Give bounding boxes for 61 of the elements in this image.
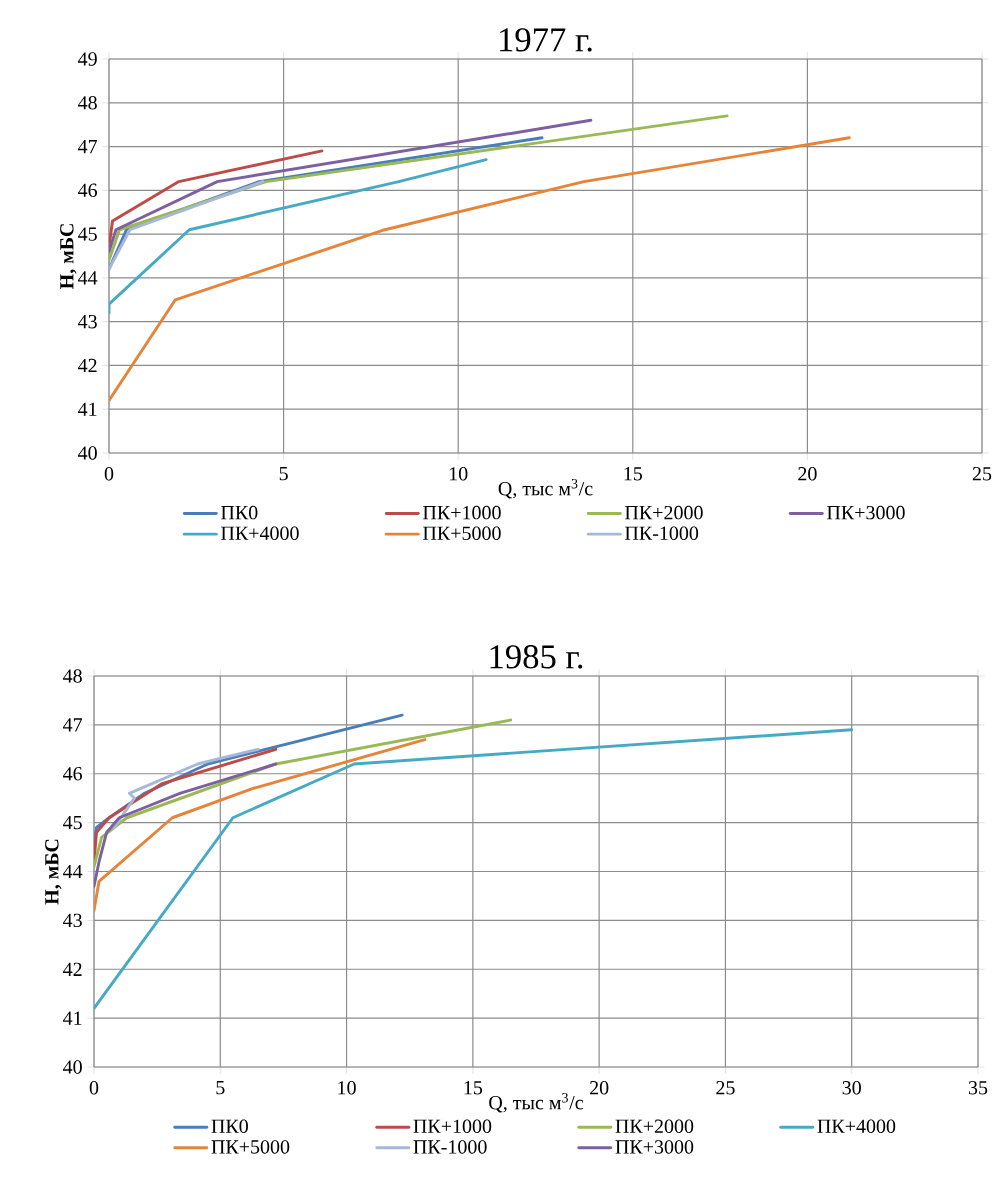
chart-title: 1977 г.: [500, 28, 592, 52]
y-tick-label: 46: [63, 767, 83, 781]
y-tick-label: 46: [78, 183, 98, 198]
line-series: [94, 718, 513, 869]
x-tick-label: 5: [216, 1081, 225, 1095]
legend-label: ПК+3000: [827, 505, 905, 520]
legend-label: ПК+3000: [615, 1140, 694, 1154]
legend-label: ПК+5000: [211, 1140, 290, 1154]
x-tick-label: 20: [798, 467, 817, 481]
y-tick-label: 40: [78, 446, 97, 460]
y-tick-label: 48: [63, 669, 82, 683]
y-tick-label: 41: [78, 402, 97, 416]
y-axis-title: H, мБС: [60, 224, 77, 290]
y-tick-label: 48: [78, 96, 97, 110]
x-tick-label: 15: [464, 1081, 483, 1095]
x-axis-title: Q, тыс м$^{3}$/с: [489, 1093, 584, 1113]
y-axis-title: H, мБС: [45, 839, 62, 905]
x-tick-label: 5: [279, 467, 288, 481]
legend-label: ПК0: [211, 1119, 248, 1134]
x-axis-title: Q, тыс м$^{3}$/с: [498, 479, 593, 499]
x-tick-label: 10: [449, 467, 468, 481]
x-tick-label: 25: [972, 467, 992, 481]
y-tick-label: 47: [78, 139, 98, 154]
line-series: [94, 728, 854, 1010]
y-tick-label: 41: [63, 1011, 82, 1025]
line-series: [112, 747, 260, 829]
legend-label: ПК+4000: [221, 526, 299, 540]
x-tick-label: 25: [716, 1081, 735, 1095]
legend-label: ПК+2000: [615, 1119, 694, 1134]
y-tick-label: 44: [78, 271, 98, 285]
x-tick-label: 20: [590, 1081, 609, 1095]
y-tick-label: 43: [78, 314, 97, 329]
x-tick-label: 10: [338, 1081, 356, 1095]
y-tick-label: 45: [63, 815, 82, 830]
x-tick-label: 30: [842, 1081, 861, 1095]
legend-label: ПК+1000: [413, 1119, 492, 1134]
y-tick-label: 42: [63, 962, 82, 976]
y-tick-label: 45: [78, 227, 97, 241]
line-series: [94, 762, 278, 888]
x-tick-label: 15: [624, 467, 643, 481]
legend-label: ПК+4000: [817, 1119, 896, 1134]
line-series: [109, 158, 488, 315]
line-series: [109, 118, 593, 254]
legend-label: ПК-1000: [625, 526, 699, 540]
legend-label: ПК-1000: [413, 1140, 487, 1154]
legend-label: ПК+2000: [625, 505, 703, 520]
chart-title: 1985 г.: [490, 645, 583, 669]
y-tick-label: 47: [63, 718, 83, 732]
legend-label: ПК+1000: [423, 505, 501, 520]
y-tick-label: 49: [78, 52, 97, 66]
x-tick-label: 0: [89, 1081, 99, 1095]
x-tick-label: 35: [968, 1081, 988, 1095]
x-tick-label: 0: [104, 467, 114, 481]
line-series: [109, 136, 851, 402]
y-tick-label: 42: [78, 358, 97, 373]
legend-label: ПК+5000: [423, 526, 501, 540]
line-series: [94, 738, 427, 913]
y-tick-label: 40: [63, 1060, 82, 1074]
y-tick-label: 44: [63, 864, 83, 879]
legend-label: ПК0: [221, 505, 258, 520]
y-tick-label: 43: [63, 913, 82, 928]
